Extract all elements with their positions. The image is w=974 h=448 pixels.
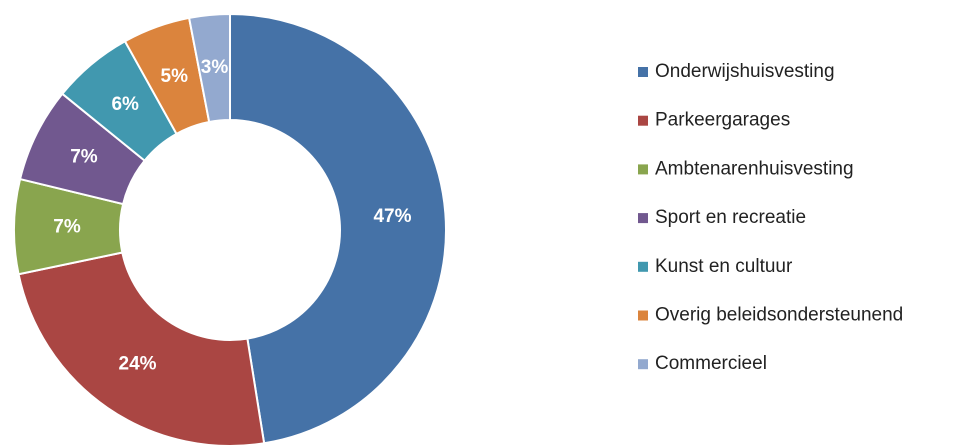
legend-label: Kunst en cultuur [655,256,793,277]
legend-label: Parkeergarages [655,110,790,131]
legend-swatch [638,213,648,224]
donut-slice [187,12,231,124]
legend-swatch [638,310,648,321]
data-label: 6% [111,94,139,115]
data-label: 47% [373,206,411,227]
data-label: 24% [119,353,157,374]
legend-label: Onderwijshuisvesting [655,61,835,82]
legend-swatch [638,359,648,370]
legend-swatch [638,67,648,77]
data-label: 7% [53,216,81,237]
legend-swatch [638,115,648,126]
legend-label: Sport en recreatie [655,207,806,228]
legend-label: Ambtenarenhuisvesting [655,158,854,179]
donut-slice [229,12,447,445]
legend-label: Commercieel [655,353,767,374]
data-label: 7% [70,147,98,168]
data-label: 5% [161,66,189,87]
data-label: 3% [201,57,229,78]
legend-swatch [638,261,648,272]
donut-slice [17,251,266,447]
legend-swatch [638,164,648,175]
legend-label: Overig beleidsondersteunend [655,305,903,326]
